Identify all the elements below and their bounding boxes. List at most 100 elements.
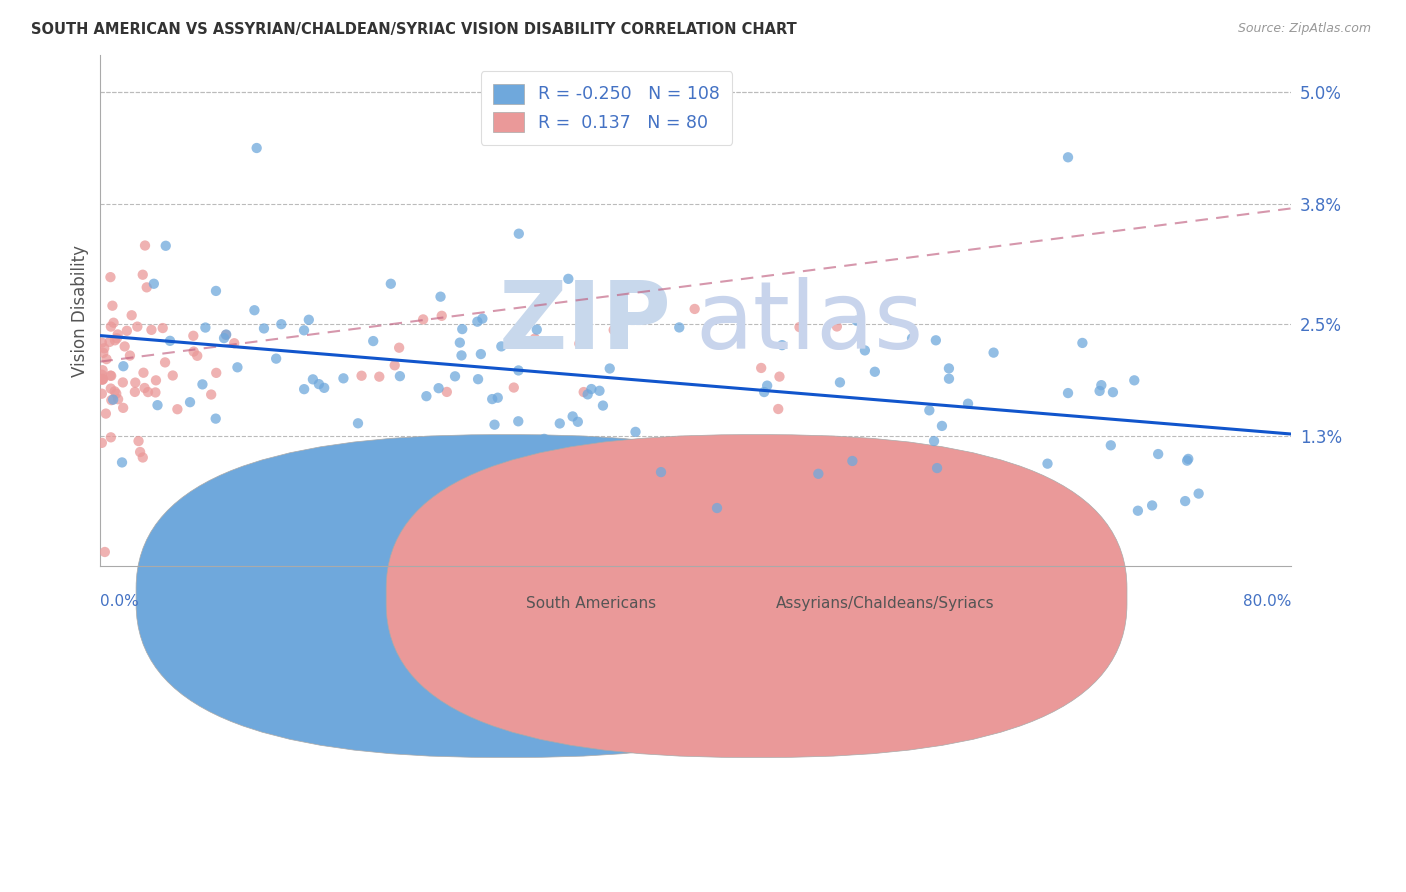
- Point: [243, 303, 266, 318]
- Point: [1036, 457, 1059, 471]
- Point: [1140, 499, 1163, 513]
- Point: [1057, 150, 1080, 164]
- Point: [98, 334, 121, 349]
- Point: [128, 434, 150, 448]
- Point: [121, 308, 143, 322]
- Point: [100, 430, 122, 444]
- Point: [136, 385, 159, 400]
- Text: 0.0%: 0.0%: [100, 594, 139, 609]
- Point: [135, 280, 157, 294]
- Text: Assyrians/Chaldeans/Syriacs: Assyrians/Chaldeans/Syriacs: [776, 596, 994, 611]
- Point: [415, 389, 437, 403]
- Point: [292, 382, 315, 396]
- Point: [347, 417, 370, 431]
- Point: [1126, 504, 1149, 518]
- Point: [166, 402, 188, 417]
- Point: [388, 369, 411, 384]
- Legend: R = -0.250   N = 108, R =  0.137   N = 80: R = -0.250 N = 108, R = 0.137 N = 80: [481, 71, 733, 145]
- Point: [155, 239, 177, 253]
- Point: [159, 334, 181, 348]
- Point: [768, 402, 790, 417]
- Point: [118, 349, 141, 363]
- Point: [828, 376, 851, 390]
- Point: [568, 336, 591, 351]
- Point: [153, 355, 176, 369]
- Point: [592, 399, 614, 413]
- Point: [957, 397, 980, 411]
- Point: [104, 384, 127, 399]
- Point: [789, 320, 811, 334]
- Point: [449, 335, 471, 350]
- Point: [105, 331, 128, 345]
- Point: [668, 320, 690, 334]
- Point: [308, 377, 330, 392]
- Point: [105, 386, 128, 401]
- Point: [922, 434, 945, 448]
- Point: [107, 392, 129, 407]
- Point: [141, 323, 163, 337]
- Point: [215, 327, 238, 342]
- Point: [270, 317, 292, 331]
- Point: [561, 409, 583, 424]
- Point: [918, 403, 941, 417]
- Point: [650, 465, 672, 479]
- Point: [484, 417, 506, 432]
- Point: [134, 238, 156, 252]
- Point: [264, 351, 287, 366]
- Point: [215, 327, 238, 342]
- Point: [526, 323, 548, 337]
- Point: [508, 363, 530, 377]
- FancyBboxPatch shape: [136, 434, 877, 757]
- Point: [186, 349, 208, 363]
- Point: [191, 377, 214, 392]
- Point: [1174, 494, 1197, 508]
- Point: [444, 369, 467, 384]
- Point: [152, 321, 174, 335]
- Point: [100, 270, 122, 285]
- Point: [114, 339, 136, 353]
- Point: [470, 347, 492, 361]
- Point: [100, 393, 122, 408]
- Point: [124, 384, 146, 399]
- Point: [938, 372, 960, 386]
- Point: [1123, 373, 1146, 387]
- Point: [467, 315, 489, 329]
- Point: [112, 359, 135, 374]
- Text: atlas: atlas: [696, 277, 924, 369]
- Point: [768, 369, 790, 384]
- Point: [100, 368, 122, 383]
- Point: [368, 369, 391, 384]
- Point: [332, 371, 354, 385]
- Point: [491, 339, 513, 353]
- Point: [602, 323, 624, 337]
- Point: [205, 366, 228, 380]
- Point: [576, 387, 599, 401]
- Point: [134, 381, 156, 395]
- Point: [107, 327, 129, 342]
- Point: [467, 372, 489, 386]
- Point: [350, 368, 373, 383]
- Text: SOUTH AMERICAN VS ASSYRIAN/CHALDEAN/SYRIAC VISION DISABILITY CORRELATION CHART: SOUTH AMERICAN VS ASSYRIAN/CHALDEAN/SYRI…: [31, 22, 797, 37]
- Point: [581, 382, 603, 396]
- Point: [100, 319, 122, 334]
- Point: [183, 328, 205, 343]
- Point: [200, 387, 222, 401]
- Point: [302, 372, 325, 386]
- Point: [104, 333, 127, 347]
- Point: [127, 319, 149, 334]
- Point: [246, 141, 269, 155]
- Point: [548, 417, 571, 431]
- Point: [129, 445, 152, 459]
- Point: [253, 321, 276, 335]
- Text: 80.0%: 80.0%: [1243, 594, 1291, 609]
- Point: [146, 398, 169, 412]
- Point: [533, 432, 555, 446]
- Point: [770, 338, 793, 352]
- Point: [1175, 453, 1198, 467]
- Point: [1088, 384, 1111, 398]
- Point: [938, 361, 960, 376]
- Point: [853, 343, 876, 358]
- Point: [1057, 386, 1080, 401]
- Point: [845, 314, 868, 328]
- Text: Source: ZipAtlas.com: Source: ZipAtlas.com: [1237, 22, 1371, 36]
